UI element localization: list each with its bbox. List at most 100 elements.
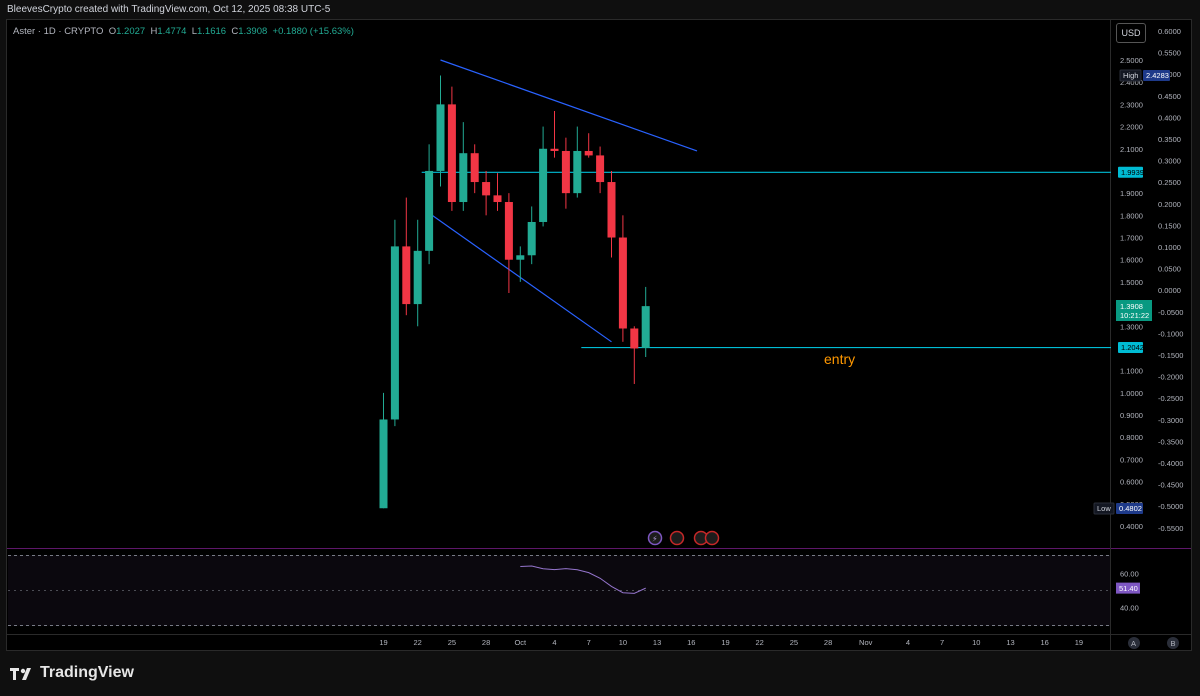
candle-body	[413, 250, 422, 305]
time-tick-label: 7	[587, 638, 591, 647]
percent-tick-label: -0.4500	[1158, 481, 1183, 490]
time-tick-label: 28	[482, 638, 490, 647]
price-tick-label: 1.6000	[1120, 256, 1143, 265]
time-tick-label: 25	[448, 638, 456, 647]
symbol-legend: Aster · 1D · CRYPTO O1.2027 H1.4774 L1.1…	[13, 26, 354, 37]
open-value: 1.2027	[116, 26, 146, 37]
percent-tick-label: 0.2000	[1158, 200, 1181, 209]
scale-b-button	[1167, 637, 1179, 649]
time-tick-label: 19	[379, 638, 387, 647]
candle-body	[504, 202, 513, 260]
percent-tick-label: 0.1000	[1158, 243, 1181, 252]
low-label-badge-bg	[1093, 502, 1115, 515]
close-label: C	[231, 26, 239, 37]
entry-label: entry	[824, 351, 855, 367]
high-value-badge: 2.4283	[1146, 71, 1169, 80]
candle-body	[539, 148, 548, 222]
upper-trendline	[440, 59, 698, 152]
percent-tick-label: -0.3500	[1158, 437, 1183, 446]
price-tick-label: 1.5000	[1120, 278, 1143, 287]
time-tick-label: 16	[687, 638, 695, 647]
price-tick-label: 1.3000	[1120, 322, 1143, 331]
time-tick-label: 4	[552, 638, 556, 647]
chart-credit: BleevesCrypto created with TradingView.c…	[7, 4, 331, 15]
tradingview-logo-icon	[10, 665, 36, 682]
price-tick-label: 0.7000	[1120, 455, 1143, 464]
tradingview-logo[interactable]: TradingView	[10, 664, 134, 682]
candle-body	[425, 170, 434, 251]
time-tick-label: 10	[619, 638, 627, 647]
candle-body	[550, 148, 559, 151]
candle-body	[482, 182, 491, 196]
candle-body	[561, 150, 570, 194]
percent-tick-label: 0.1500	[1158, 221, 1181, 230]
current-price-badge-bg	[1116, 300, 1152, 321]
candle-body	[459, 153, 468, 203]
rsi-line	[520, 565, 646, 594]
candle-body	[493, 195, 502, 203]
rsi-current-badge: 51.40	[1119, 584, 1138, 593]
rsi-current-badge-bg	[1116, 582, 1140, 594]
price-tick-label: 1.9000	[1120, 189, 1143, 198]
scale-a-button	[1128, 637, 1140, 649]
scale-a-label: A	[1131, 639, 1136, 648]
symbol-name[interactable]: Aster · 1D · CRYPTO	[13, 26, 104, 37]
candle-body	[607, 182, 616, 238]
candle-body	[527, 221, 536, 256]
candle-body	[470, 153, 479, 183]
change-value: +0.1880 (+15.63%)	[272, 26, 354, 37]
price-tick-label: 2.4000	[1120, 78, 1143, 87]
percent-tick-label: -0.2500	[1158, 394, 1183, 403]
low-value: 1.1616	[196, 26, 227, 37]
time-tick-label: Oct	[514, 638, 527, 647]
candle-body	[390, 246, 399, 420]
high-label-badge: High	[1123, 71, 1138, 80]
countdown-badge: 10:21:22	[1120, 311, 1149, 320]
high-label-badge-bg	[1119, 69, 1142, 82]
chart-frame[interactable]	[6, 19, 1192, 651]
percent-tick-label: 0.2500	[1158, 178, 1181, 187]
percent-tick-label: -0.2000	[1158, 373, 1183, 382]
low-label: L	[191, 26, 197, 37]
time-tick-label: Nov	[859, 638, 873, 647]
percent-tick-label: -0.1000	[1158, 329, 1183, 338]
price-tick-label: 0.4000	[1120, 522, 1143, 531]
low-value-badge: 0.4802	[1119, 504, 1142, 513]
time-tick-label: 28	[824, 638, 832, 647]
candle-body	[584, 150, 593, 156]
percent-tick-label: -0.5000	[1158, 502, 1183, 511]
candle-body	[379, 419, 388, 509]
time-tick-label: 19	[721, 638, 729, 647]
percent-tick-label: 0.3000	[1158, 157, 1181, 166]
price-tick-label: 1.0000	[1120, 389, 1143, 398]
us-flag-event-icon	[704, 530, 720, 546]
price-tick-label: 0.6000	[1120, 478, 1143, 487]
candle-body	[573, 150, 582, 194]
percent-tick-label: 0.0000	[1158, 286, 1181, 295]
candle-body	[630, 328, 639, 349]
price-tick-label: 0.9000	[1120, 411, 1143, 420]
candle-body	[641, 306, 650, 348]
high-label: H	[150, 26, 158, 37]
time-tick-label: 13	[653, 638, 661, 647]
percent-tick-label: -0.5500	[1158, 524, 1183, 533]
us-flag-event-icon	[669, 530, 685, 546]
percent-tick-label: -0.0500	[1158, 308, 1183, 317]
price-tick-label: 2.3000	[1120, 100, 1143, 109]
percent-tick-label: -0.1500	[1158, 351, 1183, 360]
candle-body	[516, 255, 525, 260]
price-tick-label: 1.7000	[1120, 234, 1143, 243]
time-tick-label: 22	[414, 638, 422, 647]
price-tick-label: 0.8000	[1120, 433, 1143, 442]
currency-button[interactable]: USD	[1116, 23, 1146, 43]
candle-body	[402, 246, 411, 305]
percent-tick-label: -0.3000	[1158, 416, 1183, 425]
close-value: 1.3908	[238, 26, 268, 37]
entry-price-badge: 1.2042	[1121, 343, 1144, 352]
time-tick-label: 7	[940, 638, 944, 647]
time-tick-label: 13	[1006, 638, 1014, 647]
open-label: O	[108, 26, 117, 37]
lightning-event-icon	[647, 530, 663, 546]
candle-body	[436, 104, 445, 171]
